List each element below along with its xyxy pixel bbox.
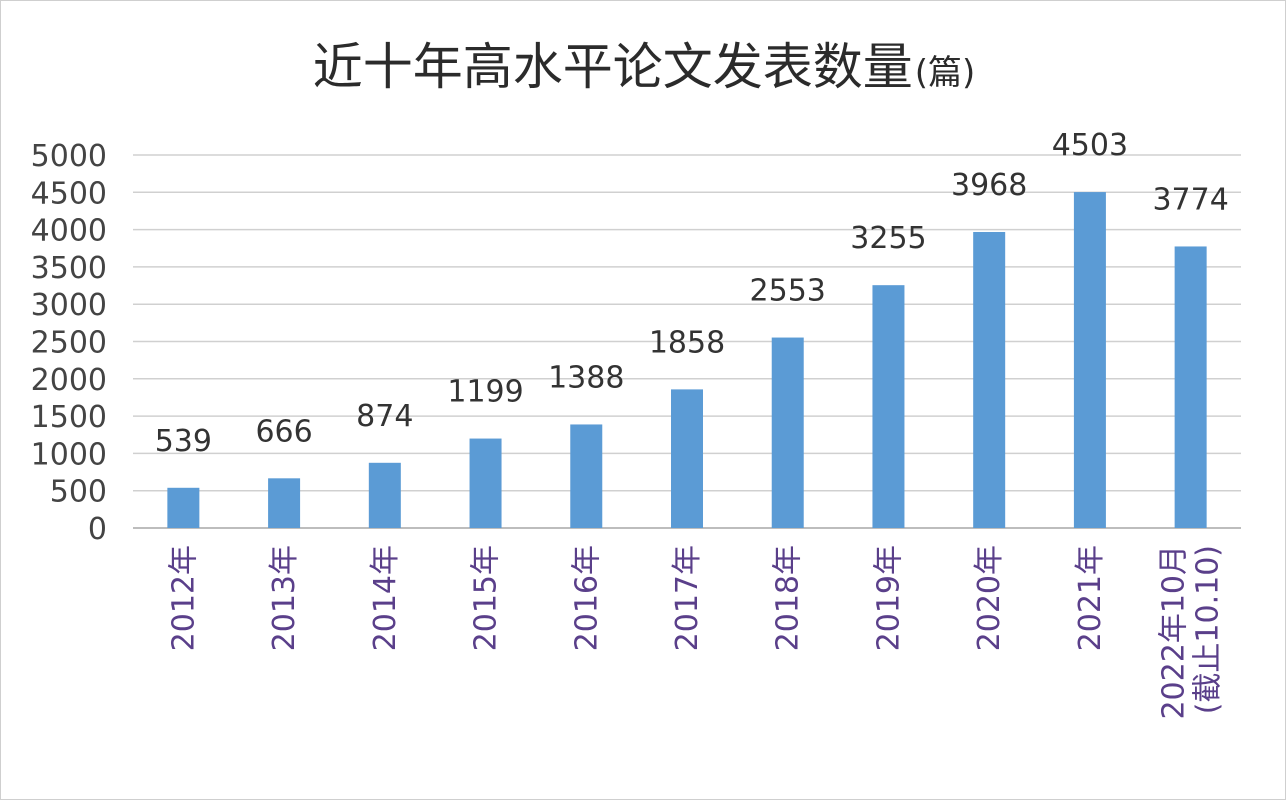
bar xyxy=(671,389,703,528)
y-tick-label: 1000 xyxy=(31,437,107,472)
x-tick-label-line: 2012年 xyxy=(166,545,201,651)
y-tick-label: 4000 xyxy=(31,214,107,249)
bar xyxy=(1073,192,1106,528)
chart-title-unit: (篇) xyxy=(915,53,976,93)
bar xyxy=(771,337,804,528)
x-tick-label-line: 2016年 xyxy=(569,545,604,651)
x-tick-label-line: (截止10.10) xyxy=(1191,545,1226,714)
y-tick-label: 1500 xyxy=(31,400,107,435)
x-tick-label-line: 2021年 xyxy=(1073,545,1108,651)
x-tick-label-line: 2015年 xyxy=(469,545,504,651)
bar xyxy=(570,424,603,528)
chart-title-main: 近十年高水平论文发表数量 xyxy=(313,38,913,96)
x-tick-label: 2014年 xyxy=(368,545,403,651)
x-tick-label-line: 2013年 xyxy=(267,545,302,651)
y-tick-label: 3500 xyxy=(31,251,107,286)
x-tick-label-line: 2019年 xyxy=(871,545,906,651)
x-tick-label-line: 2017年 xyxy=(670,545,705,651)
data-label: 539 xyxy=(155,424,212,459)
x-tick-label: 2013年 xyxy=(267,545,302,651)
bar xyxy=(469,438,502,528)
y-tick-label: 0 xyxy=(88,512,107,547)
gridlines xyxy=(133,154,1241,529)
x-tick-label-line: 2020年 xyxy=(972,545,1007,651)
x-axis-ticks: 2012年 2013年 2014年 2015年 2016年 2017年 2018年 2019年… xyxy=(166,545,1225,720)
data-label: 2553 xyxy=(750,274,826,309)
bar xyxy=(368,462,401,528)
x-tick-label: 2019年 xyxy=(871,545,906,651)
data-labels: 539 666 874 1199 1388 1858 2553 3255 3968 4503 377… xyxy=(155,128,1229,459)
x-tick-label: 2018年 xyxy=(771,545,806,651)
y-tick-label: 500 xyxy=(50,475,107,510)
y-tick-label: 2000 xyxy=(31,363,107,398)
bar xyxy=(167,487,200,528)
x-tick-label-line: 2018年 xyxy=(771,545,806,651)
data-label: 666 xyxy=(255,414,312,449)
x-tick-label: 2016年 xyxy=(569,545,604,651)
x-tick-label: 2015年 xyxy=(469,545,504,651)
y-tick-label: 2500 xyxy=(31,326,107,361)
bar xyxy=(268,478,301,528)
x-tick-label: 2021年 xyxy=(1073,545,1108,651)
x-tick-label: 2022年10月(截止10.10) xyxy=(1157,545,1226,720)
bar xyxy=(973,231,1006,529)
data-label: 3255 xyxy=(850,221,926,256)
y-tick-label: 5000 xyxy=(31,139,107,174)
bar xyxy=(872,285,905,528)
x-tick-label: 2020年 xyxy=(972,545,1007,651)
data-label: 1388 xyxy=(548,360,624,395)
x-tick-label-line: 2022年10月 xyxy=(1157,545,1192,720)
data-label: 1858 xyxy=(649,325,725,360)
bars xyxy=(167,192,1207,529)
data-label: 3774 xyxy=(1152,182,1228,217)
chart-title: 近十年高水平论文发表数量(篇) xyxy=(313,38,976,96)
bar xyxy=(1174,246,1207,528)
y-tick-label: 3000 xyxy=(31,288,107,323)
y-tick-label: 4500 xyxy=(31,176,107,211)
x-tick-label: 2012年 xyxy=(166,545,201,651)
data-label: 874 xyxy=(356,399,413,434)
data-label: 3968 xyxy=(951,168,1027,203)
data-label: 1199 xyxy=(447,375,523,410)
data-label: 4503 xyxy=(1052,128,1128,163)
x-tick-label-line: 2014年 xyxy=(368,545,403,651)
x-tick-label: 2017年 xyxy=(670,545,705,651)
